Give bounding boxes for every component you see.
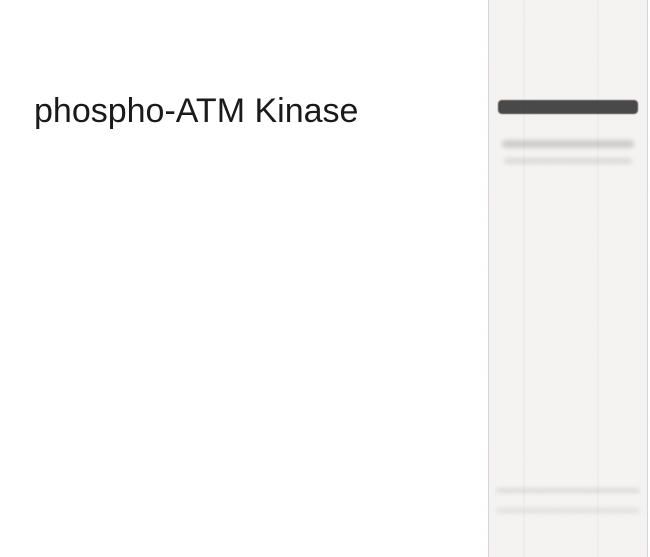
band-faint-band-upper <box>502 140 634 148</box>
western-blot-lane <box>488 0 648 557</box>
band-faint-band-bottom1 <box>496 488 640 493</box>
band-primary-band <box>498 100 638 114</box>
protein-label: phospho-ATM Kinase <box>34 92 358 131</box>
band-container <box>488 0 648 557</box>
band-faint-band-lower <box>504 158 632 164</box>
band-faint-band-bottom2 <box>496 508 640 513</box>
